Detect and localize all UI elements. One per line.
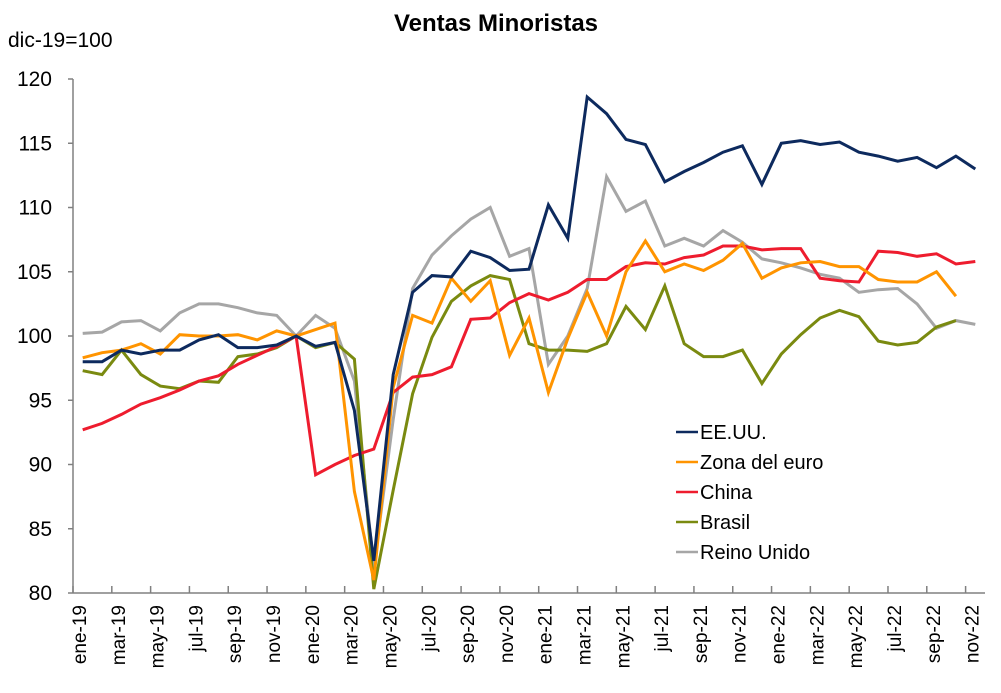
x-tick-label: jul-19 bbox=[186, 605, 207, 652]
x-tick-label: mar-22 bbox=[807, 605, 828, 665]
series-line-ee-uu bbox=[82, 94, 977, 562]
y-axis-ticks: 80 85 90 95 100 105 110 115 120 bbox=[17, 68, 73, 605]
y-tick-label: 85 bbox=[29, 518, 52, 541]
series-lines bbox=[82, 94, 977, 590]
legend-label: Brasil bbox=[700, 512, 750, 534]
series-line-china bbox=[82, 244, 976, 478]
legend: EE.UU. Zona del euro China Brasil Reino Unid… bbox=[676, 422, 823, 564]
y-axis-unit-label: dic-19=100 bbox=[8, 29, 113, 52]
x-tick-label: jul-21 bbox=[652, 605, 673, 652]
legend-label: EE.UU. bbox=[700, 422, 767, 444]
y-tick-label: 110 bbox=[19, 197, 52, 220]
x-tick-label: mar-19 bbox=[109, 605, 130, 665]
x-tick-label: jul-20 bbox=[419, 605, 440, 652]
y-tick-label: 100 bbox=[17, 325, 52, 348]
x-tick-label: sep-20 bbox=[458, 605, 479, 663]
y-tick-label: 80 bbox=[29, 582, 52, 605]
x-tick-label: sep-21 bbox=[691, 605, 712, 663]
x-tick-label: mar-20 bbox=[342, 605, 363, 665]
y-tick-label: 120 bbox=[17, 68, 52, 91]
x-tick-label: ene-22 bbox=[769, 605, 790, 664]
x-tick-label: ene-19 bbox=[70, 605, 91, 664]
x-tick-label: may-22 bbox=[846, 605, 867, 668]
y-tick-label: 90 bbox=[29, 454, 52, 477]
x-tick-label: jul-22 bbox=[885, 605, 906, 652]
x-tick-label: may-20 bbox=[380, 605, 401, 668]
x-tick-label: ene-20 bbox=[303, 605, 324, 664]
y-tick-label: 115 bbox=[19, 132, 52, 155]
legend-label: Reino Unido bbox=[700, 542, 810, 564]
legend-label: Zona del euro bbox=[700, 452, 823, 474]
series-line-zona-del-euro bbox=[82, 238, 958, 581]
x-tick-label: nov-19 bbox=[264, 605, 285, 663]
series-line-brasil bbox=[82, 274, 957, 590]
series-line-reino-unido bbox=[82, 172, 976, 568]
x-tick-label: sep-22 bbox=[924, 605, 945, 663]
x-axis-ticks: ene-19 mar-19 may-19 jul-19 sep-19 nov-19 ene-… bbox=[70, 586, 984, 668]
y-tick-label: 105 bbox=[17, 261, 52, 284]
y-tick-label: 95 bbox=[29, 389, 52, 412]
x-tick-label: may-21 bbox=[613, 605, 634, 668]
x-tick-label: may-19 bbox=[148, 605, 169, 668]
x-tick-label: sep-19 bbox=[225, 605, 246, 663]
x-tick-label: nov-20 bbox=[497, 605, 518, 663]
legend-label: China bbox=[700, 482, 753, 504]
chart-title: Ventas Minoristas bbox=[394, 10, 598, 37]
x-tick-label: nov-22 bbox=[963, 605, 984, 663]
x-tick-label: mar-21 bbox=[575, 605, 596, 665]
x-tick-label: ene-21 bbox=[536, 605, 557, 664]
x-tick-label: nov-21 bbox=[730, 605, 751, 663]
